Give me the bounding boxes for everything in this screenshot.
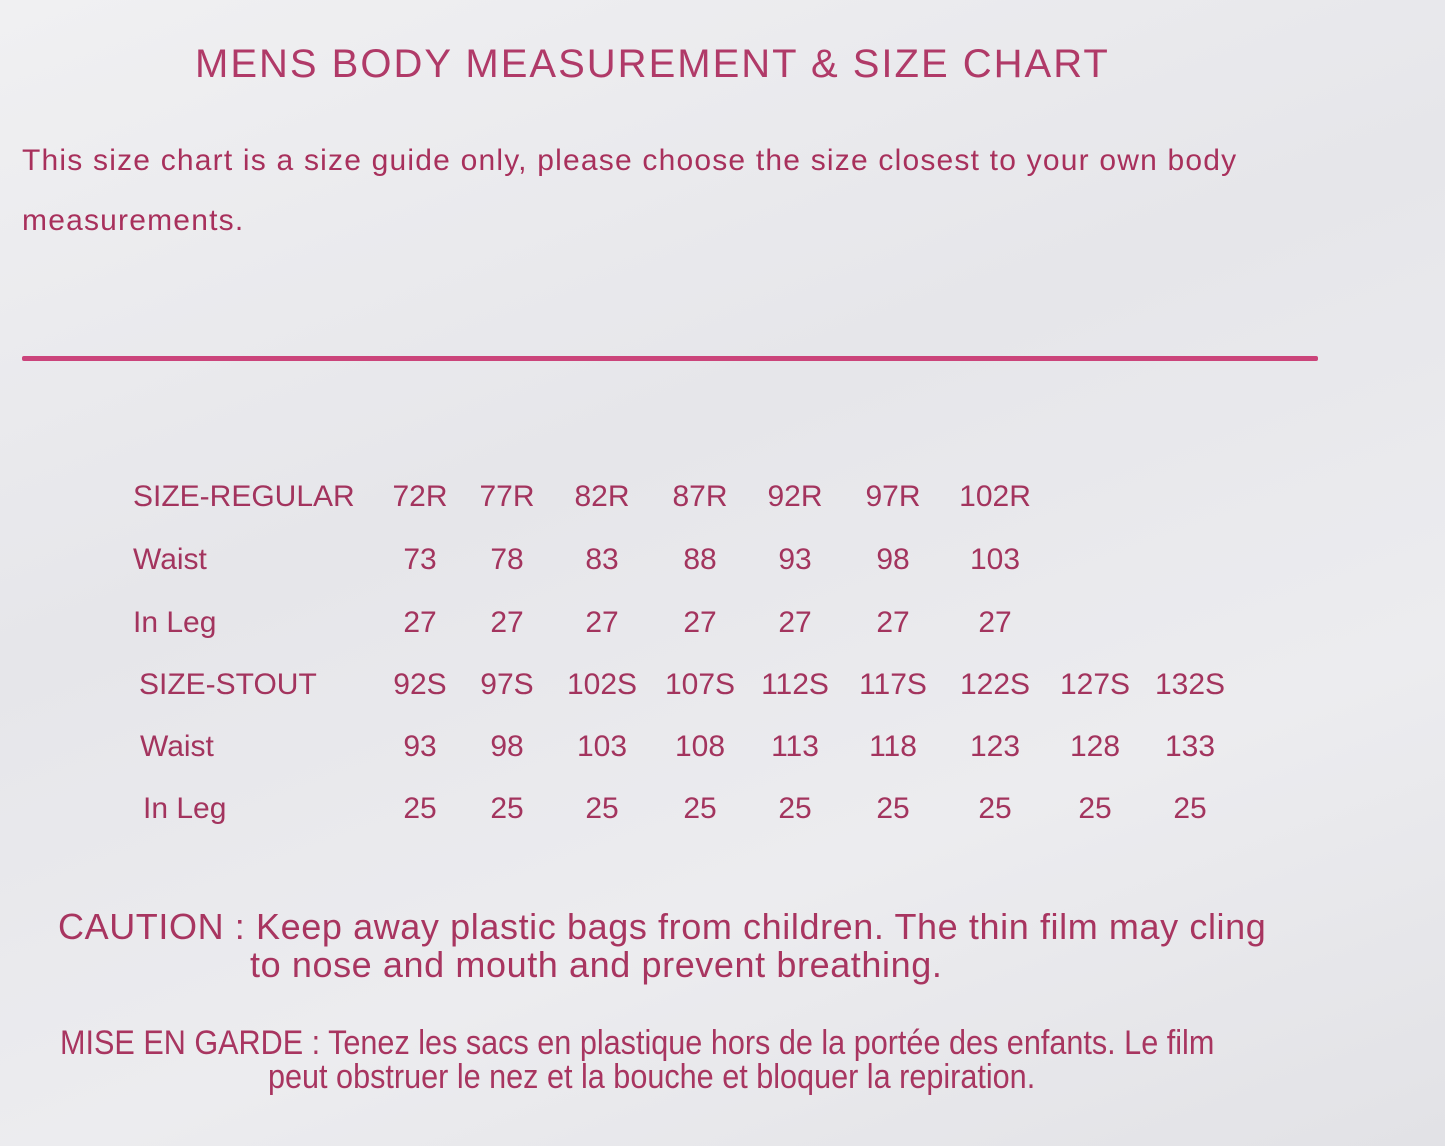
- table-cell: 108: [674, 730, 726, 763]
- table-cell: 102S: [566, 668, 638, 701]
- table-cell: 27: [585, 606, 619, 639]
- table-cell: 25: [585, 792, 619, 825]
- table-cell: 112S: [761, 668, 829, 701]
- table-cell: 103: [576, 730, 628, 763]
- table-cell: 93: [403, 730, 437, 763]
- row-label: SIZE-REGULAR: [133, 480, 355, 513]
- table-cell: 25: [403, 792, 437, 825]
- table-cell: 107S: [664, 668, 736, 701]
- row-label: Waist: [133, 543, 207, 576]
- table-cell: 27: [403, 606, 437, 639]
- row-label: In Leg: [133, 606, 217, 639]
- table-cell: 93: [778, 543, 812, 576]
- table-cell: 25: [876, 792, 910, 825]
- mise-en-garde-line1: MISE EN GARDE : Tenez les sacs en plasti…: [60, 1024, 1215, 1062]
- table-cell: 25: [978, 792, 1012, 825]
- table-cell: 113: [771, 730, 819, 763]
- table-cell: 98: [876, 543, 910, 576]
- table-cell: 25: [778, 792, 812, 825]
- table-cell: 92R: [767, 480, 823, 513]
- row-label: Waist: [140, 730, 214, 763]
- table-cell: 117S: [859, 668, 927, 701]
- table-cell: 123: [969, 730, 1021, 763]
- table-cell: 27: [778, 606, 812, 639]
- caution-line1: CAUTION : Keep away plastic bags from ch…: [58, 906, 1267, 947]
- page-title: MENS BODY MEASUREMENT & SIZE CHART: [195, 42, 1110, 86]
- row-label: SIZE-STOUT: [139, 668, 317, 701]
- table-cell: 97S: [480, 668, 534, 701]
- table-cell: 78: [490, 543, 524, 576]
- table-cell: 82R: [574, 480, 630, 513]
- table-cell: 72R: [392, 480, 448, 513]
- intro-text-line2: measurements.: [22, 204, 245, 237]
- table-cell: 25: [1173, 792, 1207, 825]
- table-cell: 77R: [479, 480, 535, 513]
- table-cell: 97R: [865, 480, 921, 513]
- table-cell: 73: [403, 543, 437, 576]
- table-cell: 27: [876, 606, 910, 639]
- table-cell: 88: [683, 543, 717, 576]
- table-cell: 25: [1078, 792, 1112, 825]
- table-cell: 132S: [1154, 668, 1226, 701]
- mise-en-garde-line2: peut obstruer le nez et la bouche et blo…: [268, 1058, 1036, 1096]
- table-cell: 102R: [959, 480, 1031, 513]
- table-cell: 92S: [393, 668, 447, 701]
- table-cell: 27: [978, 606, 1012, 639]
- caution-line2: to nose and mouth and prevent breathing.: [250, 944, 943, 985]
- table-cell: 127S: [1059, 668, 1131, 701]
- divider-line: [22, 356, 1318, 361]
- table-cell: 27: [490, 606, 524, 639]
- table-cell: 133: [1164, 730, 1216, 763]
- table-cell: 98: [490, 730, 524, 763]
- table-cell: 25: [490, 792, 524, 825]
- table-cell: 83: [585, 543, 619, 576]
- row-label: In Leg: [143, 792, 227, 825]
- intro-text-line1: This size chart is a size guide only, pl…: [22, 144, 1238, 177]
- table-cell: 25: [683, 792, 717, 825]
- table-cell: 87R: [672, 480, 728, 513]
- table-cell: 122S: [959, 668, 1031, 701]
- table-cell: 128: [1069, 730, 1121, 763]
- table-cell: 103: [969, 543, 1021, 576]
- table-cell: 27: [683, 606, 717, 639]
- table-cell: 118: [869, 730, 917, 763]
